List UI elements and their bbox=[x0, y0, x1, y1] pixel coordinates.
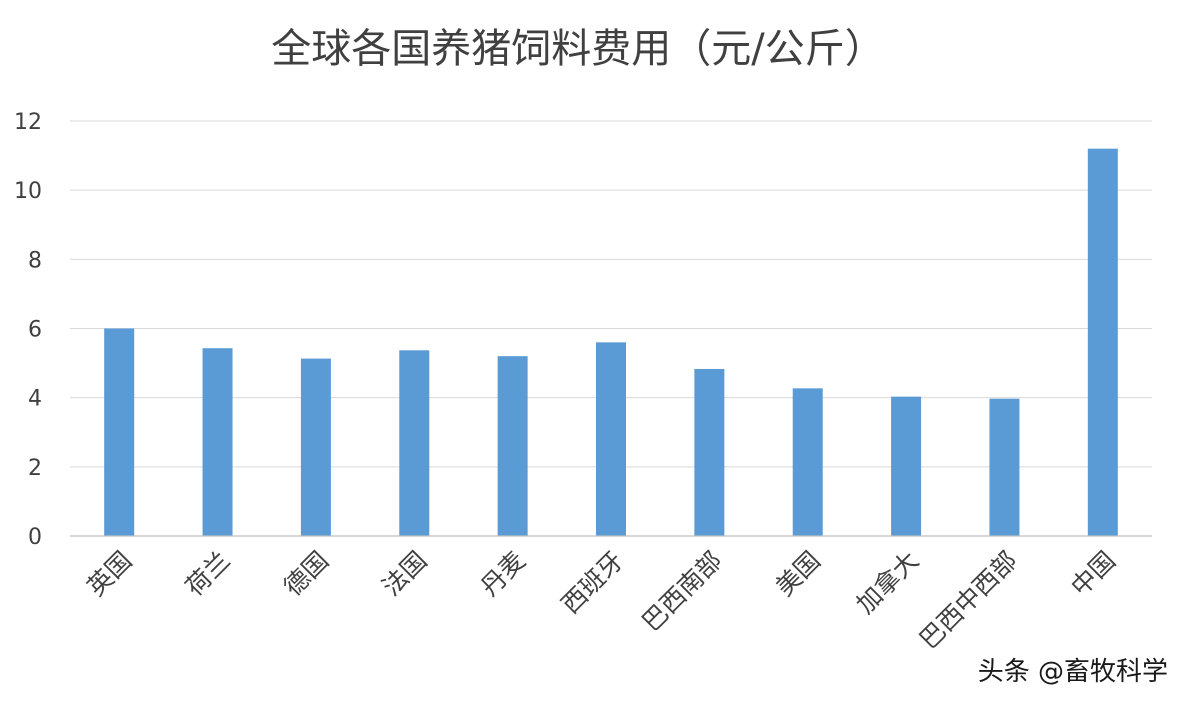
chart-title: 全球各国养猪饲料费用（元/公斤） bbox=[271, 26, 884, 72]
y-tick-label: 12 bbox=[14, 110, 42, 135]
y-tick-label: 2 bbox=[28, 456, 42, 481]
x-category-label: 巴西中西部 bbox=[914, 546, 1023, 655]
bar bbox=[300, 358, 331, 536]
x-category-label: 丹麦 bbox=[475, 546, 531, 602]
x-category-label: 加拿大 bbox=[851, 546, 925, 620]
x-category-label: 法国 bbox=[377, 546, 433, 602]
bar bbox=[694, 368, 725, 536]
y-tick-label: 0 bbox=[28, 525, 42, 550]
bar bbox=[989, 398, 1020, 536]
bar bbox=[399, 350, 430, 536]
x-category-label: 德国 bbox=[278, 546, 334, 602]
bar bbox=[1087, 148, 1118, 536]
y-tick-label: 10 bbox=[14, 179, 42, 204]
x-category-label: 西班牙 bbox=[556, 546, 630, 620]
bar bbox=[202, 348, 233, 536]
bar bbox=[792, 388, 823, 536]
y-tick-label: 8 bbox=[28, 248, 42, 273]
bar bbox=[596, 342, 626, 536]
x-category-label: 荷兰 bbox=[180, 546, 236, 602]
x-category-label: 美国 bbox=[770, 546, 826, 602]
watermark-text: 头条 @畜牧科学 bbox=[978, 657, 1168, 687]
gridlines bbox=[70, 120, 1152, 468]
bar bbox=[891, 396, 922, 536]
y-tick-label: 4 bbox=[28, 387, 42, 412]
bars bbox=[104, 148, 1118, 536]
bar bbox=[497, 356, 528, 536]
x-category-label: 巴西南部 bbox=[636, 546, 727, 637]
y-tick-label: 6 bbox=[28, 318, 42, 343]
bar bbox=[104, 328, 135, 536]
x-category-label: 中国 bbox=[1065, 546, 1121, 602]
y-axis-ticks: 0 2 4 6 8 10 12 bbox=[14, 110, 42, 550]
x-category-label: 英国 bbox=[82, 546, 138, 602]
